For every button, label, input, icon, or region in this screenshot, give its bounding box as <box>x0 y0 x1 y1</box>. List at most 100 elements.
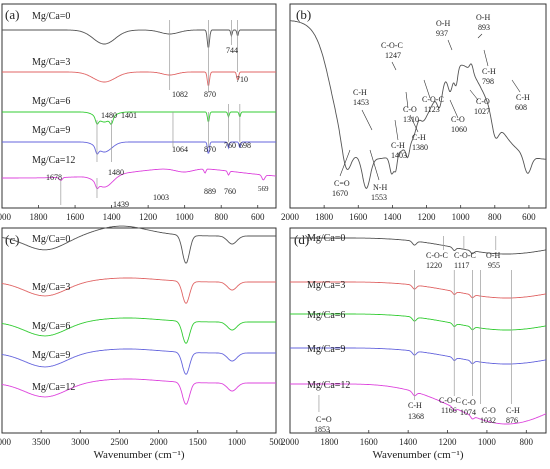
panel-b-ann-co3-label: C-O <box>451 115 465 124</box>
panel-d-ann-coc1-label: C-O-C <box>426 251 448 260</box>
panel-b-ann-co-label: C=O <box>334 179 350 188</box>
panel-a-series-line-2 <box>2 111 276 125</box>
panel-d-ann-coc1-value: 1220 <box>426 261 442 270</box>
panel-a-tick-label-2: 1600 <box>66 212 85 222</box>
panel-b-label: (b) <box>296 7 311 22</box>
panel-c-series-label-2: Mg/Ca=6 <box>32 321 70 332</box>
panel-a-label: (a) <box>5 7 19 22</box>
panel-d-ann-coc3-label: C-O-C <box>439 396 461 405</box>
panel-c: (c) Mg/Ca=0 Mg/Ca=3 Mg/Ca=6 Mg/Ca=9 Mg/C… <box>0 225 283 461</box>
panel-a-ann-760: 760 <box>224 141 236 150</box>
panel-b-arrow-5 <box>405 91 409 109</box>
panel-b-frame <box>289 3 547 209</box>
panel-a-ann-569: 569 <box>258 185 269 193</box>
panel-a-ann-1003: 1003 <box>153 193 169 202</box>
panel-b-arrow-1 <box>369 149 380 181</box>
panel-a-ann-870: 870 <box>204 90 216 99</box>
panel-b-ann-ch2-label: C-H <box>391 141 405 150</box>
panel-b-ann-coc2-value: 1123 <box>424 105 440 114</box>
panel-b-arrow-12 <box>483 49 489 67</box>
panel-b-ann-oh2-label: O-H <box>476 13 490 22</box>
panel-a-series-label-0: Mg/Ca=0 <box>32 11 70 22</box>
panel-d-ann-co2-value: 1074 <box>460 408 476 417</box>
panel-d-series-label-0: Mg/Ca=0 <box>307 233 345 244</box>
panel-c-series-label-0: Mg/Ca=0 <box>32 234 70 245</box>
panel-a-tick-label-4: 1200 <box>139 212 158 222</box>
panel-a-series-label-3: Mg/Ca=9 <box>32 125 70 136</box>
panel-a-ann-760b: 760 <box>224 187 236 196</box>
panel-b-tick-label-2: 1600 <box>349 212 368 222</box>
panel-c-series-line-1 <box>1 277 276 304</box>
panel-b-ann-nh-label: N-H <box>373 183 387 192</box>
panel-d-ann-co3-label: C-O <box>482 406 496 415</box>
panel-d-series-line-1 <box>290 281 547 299</box>
panel-a-series-line-4 <box>2 168 277 190</box>
panel-a-series-label-4: Mg/Ca=12 <box>32 155 75 166</box>
panel-d-ann-ch2-value: 876 <box>506 416 518 425</box>
panel-b-ann-nh-value: 1553 <box>371 193 387 202</box>
panel-a-ann-1480: 1480 <box>101 111 117 120</box>
panel-b-ann-ch1-value: 1453 <box>353 98 369 107</box>
panel-c-series-label-1: Mg/Ca=3 <box>32 282 70 293</box>
panel-b-arrow-2 <box>361 109 373 131</box>
panel-b-ann-co4-value: 1027 <box>474 107 490 116</box>
panel-a-ann-1401: 1401 <box>121 111 137 120</box>
panel-d-tick-label-3: 1400 <box>399 437 418 447</box>
panel-b-arrow-0 <box>339 149 351 177</box>
panel-b-arrow-3 <box>394 119 399 141</box>
panel-b-arrow-11 <box>477 33 483 39</box>
panel-d-ann-coc2-label: C-O-C <box>454 251 476 260</box>
panel-a-frame <box>1 3 277 209</box>
panel-a-ann-870b: 870 <box>204 145 216 154</box>
panel-a-tick-label-0: 2000 <box>0 212 12 222</box>
panel-d-ann-coc2-value: 1117 <box>454 261 469 270</box>
panel-a-tick-label-3: 1400 <box>103 212 122 222</box>
panel-b-tick-label-6: 800 <box>488 212 502 222</box>
panel-d-series-line-2 <box>290 313 547 331</box>
panel-a-tick-label-5: 1000 <box>176 212 195 222</box>
panel-c-series-label-3: Mg/Ca=9 <box>32 350 70 361</box>
panel-b-arrow-9 <box>469 89 479 101</box>
panel-b-ann-ch3-value: 1380 <box>412 143 428 152</box>
panel-b-arrows <box>339 33 521 181</box>
panel-d-tick-label-2: 1600 <box>360 437 379 447</box>
panel-d-ann-co2-label: C-O <box>462 398 476 407</box>
panel-a-tick-label-7: 600 <box>251 212 265 222</box>
panel-b-ann-oh1-label: O-H <box>436 19 450 28</box>
panel-b-series-group <box>290 20 547 189</box>
panel-b-ann-co2-label: C-O <box>403 105 417 114</box>
panel-b-ann-ch4-label: C-H <box>482 67 496 76</box>
panel-c-series-line-0 <box>1 225 276 264</box>
panel-b-ann-co4-label: C-O <box>476 97 490 106</box>
panel-b-ann-co2-value: 1310 <box>403 115 419 124</box>
panel-b-arrow-10 <box>447 39 453 51</box>
panel-a: (a) Mg/Ca=0 Mg/Ca=3 Mg/Ca=6 Mg/Ca=9 Mg/C… <box>0 3 277 222</box>
panel-c-series-line-4 <box>1 378 276 405</box>
panel-c-tick-label-6: 1000 <box>228 437 247 447</box>
panel-b-tick-label-7: 600 <box>522 212 536 222</box>
panel-c-series-line-3 <box>1 348 276 375</box>
panel-d-xticks: 2000 1800 1600 1400 1200 1000 800 <box>281 430 534 447</box>
panel-c-tick-label-0: 4000 <box>0 437 12 447</box>
panel-b-tick-label-1: 1800 <box>315 212 334 222</box>
panel-a-tick-label-1: 1800 <box>30 212 49 222</box>
panel-d-series-label-4: Mg/Ca=12 <box>307 380 350 391</box>
panel-c-tick-label-7: 500 <box>269 437 283 447</box>
panel-a-xticks: 2000 1800 1600 1400 1200 1000 800 600 <box>0 205 265 222</box>
panel-b-ann-coc1-label: C-O-C <box>381 41 403 50</box>
panel-c-tick-label-4: 2000 <box>150 437 169 447</box>
panel-c-xticks: 4000 3500 3000 2500 2000 1500 1000 500 <box>0 430 283 447</box>
panel-c-series-group <box>1 225 276 405</box>
panel-d-tick-label-6: 800 <box>520 437 534 447</box>
panel-b-ann-ch5-value: 608 <box>515 103 527 112</box>
panel-b-ann-oh2-value: 893 <box>478 23 490 32</box>
panel-a-guides <box>60 20 241 205</box>
panel-c-series-label-4: Mg/Ca=12 <box>32 382 75 393</box>
panel-b-ann-oh1-value: 937 <box>436 29 448 38</box>
panel-d-ann-co3-value: 1032 <box>480 416 496 425</box>
panel-b-tick-label-4: 1200 <box>418 212 437 222</box>
panel-a-ann-889: 889 <box>204 187 216 196</box>
panel-d-ann-co-value: 1853 <box>314 425 330 434</box>
panel-a-ann-1480b: 1480 <box>108 168 124 177</box>
